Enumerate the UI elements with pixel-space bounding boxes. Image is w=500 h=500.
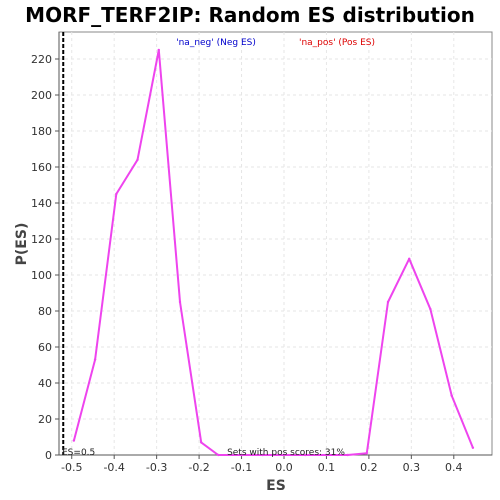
data-point [94, 358, 96, 360]
y-tick-label: 160 [31, 161, 52, 174]
x-tick-label: 0.2 [360, 461, 378, 474]
x-axis-title: ES [266, 478, 286, 494]
data-point [366, 452, 368, 454]
x-tick-label: -0.1 [231, 461, 252, 474]
y-tick-label: 80 [38, 305, 52, 318]
y-tick-label: 0 [45, 449, 52, 462]
chart-title: MORF_TERF2IP: Random ES distribution [25, 3, 475, 27]
pos-scores-annotation: Sets with pos scores: 31% [227, 448, 345, 458]
data-point [200, 441, 202, 443]
data-point [136, 159, 138, 161]
x-tick-label: 0.1 [318, 461, 336, 474]
x-tick-label: -0.4 [103, 461, 124, 474]
x-tick-label: -0.2 [188, 461, 209, 474]
data-point [387, 301, 389, 303]
y-tick-label: 40 [38, 377, 52, 390]
x-tick-label: 0.4 [445, 461, 463, 474]
y-tick-label: 140 [31, 197, 52, 210]
data-point [73, 439, 75, 441]
y-tick-label: 100 [31, 269, 52, 282]
x-tick-label: 0.3 [403, 461, 421, 474]
data-point [158, 49, 160, 51]
y-tick-label: 120 [31, 233, 52, 246]
data-point [472, 447, 474, 449]
y-tick-label: 180 [31, 125, 52, 138]
y-tick-label: 220 [31, 53, 52, 66]
data-point [429, 308, 431, 310]
data-point [217, 454, 219, 456]
y-tick-label: 60 [38, 341, 52, 354]
x-tick-label: -0.3 [146, 461, 167, 474]
legend-pos-label: 'na_pos' (Pos ES) [299, 38, 375, 48]
data-point [450, 394, 452, 396]
data-point [179, 301, 181, 303]
data-point [408, 258, 410, 260]
data-point [115, 193, 117, 195]
data-point [346, 454, 348, 456]
y-axis-title: P(ES) [14, 223, 30, 266]
es-line-label: ES=0.5 [62, 448, 95, 458]
y-tick-label: 20 [38, 413, 52, 426]
x-tick-label: 0.0 [275, 461, 293, 474]
y-tick-label: 200 [31, 89, 52, 102]
x-tick-label: -0.5 [61, 461, 82, 474]
legend-neg-label: 'na_neg' (Neg ES) [176, 38, 256, 48]
